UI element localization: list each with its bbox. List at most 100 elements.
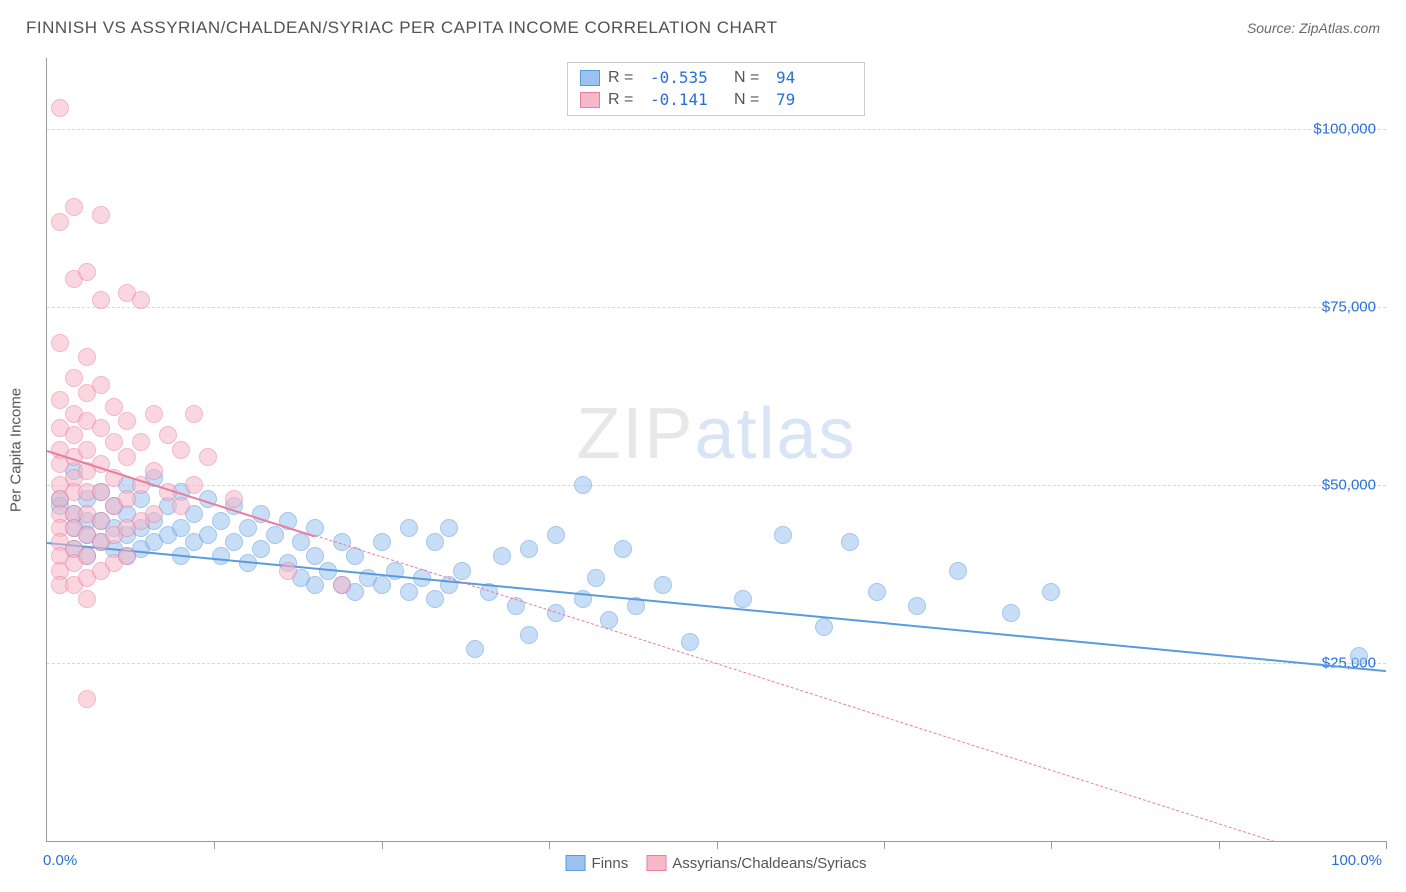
data-point-finns [774, 526, 792, 544]
data-point-finns [587, 569, 605, 587]
series-legend: Finns Assyrians/Chaldeans/Syriacs [566, 855, 867, 872]
data-point-acs [118, 490, 136, 508]
data-point-acs [51, 99, 69, 117]
x-label-right: 100.0% [1331, 852, 1382, 869]
data-point-acs [132, 291, 150, 309]
data-point-acs [159, 426, 177, 444]
data-point-acs [145, 462, 163, 480]
gridline-h [47, 485, 1386, 486]
legend-swatch [580, 92, 600, 108]
data-point-acs [132, 433, 150, 451]
data-point-acs [118, 448, 136, 466]
x-tick [717, 841, 718, 849]
data-point-finns [614, 540, 632, 558]
data-point-finns [266, 526, 284, 544]
x-tick [1051, 841, 1052, 849]
data-point-acs [145, 505, 163, 523]
data-point-finns [1350, 647, 1368, 665]
data-point-acs [185, 476, 203, 494]
data-point-finns [949, 562, 967, 580]
data-point-acs [92, 376, 110, 394]
data-point-finns [199, 526, 217, 544]
data-point-acs [78, 348, 96, 366]
legend-swatch [646, 855, 666, 871]
data-point-acs [78, 590, 96, 608]
x-tick [1219, 841, 1220, 849]
data-point-acs [65, 198, 83, 216]
data-point-acs [78, 263, 96, 281]
data-point-finns [373, 576, 391, 594]
data-point-finns [520, 626, 538, 644]
data-point-finns [1042, 583, 1060, 601]
data-point-finns [306, 547, 324, 565]
legend-n-label: N = [734, 89, 768, 111]
gridline-h [47, 129, 1386, 130]
correlation-legend: R =-0.535N =94R =-0.141N =79 [567, 62, 865, 116]
data-point-finns [1002, 604, 1020, 622]
data-point-finns [426, 533, 444, 551]
data-point-acs [51, 391, 69, 409]
data-point-finns [400, 583, 418, 601]
corr-legend-row-finns: R =-0.535N =94 [580, 67, 852, 89]
source-prefix: Source: [1247, 20, 1299, 36]
x-tick [382, 841, 383, 849]
legend-item-finns: Finns [566, 855, 629, 872]
data-point-finns [292, 533, 310, 551]
data-point-acs [118, 547, 136, 565]
plot-area: ZIPatlas $25,000$50,000$75,000$100,0000.… [46, 58, 1386, 842]
data-point-finns [574, 476, 592, 494]
legend-series-name: Finns [592, 855, 629, 872]
legend-n-value: 79 [776, 89, 852, 111]
data-point-acs [145, 405, 163, 423]
x-label-left: 0.0% [43, 852, 77, 869]
data-point-acs [92, 291, 110, 309]
watermark: ZIPatlas [576, 393, 856, 475]
data-point-finns [453, 562, 471, 580]
data-point-finns [426, 590, 444, 608]
data-point-finns [841, 533, 859, 551]
y-axis-label: Per Capita Income [8, 388, 25, 512]
legend-r-label: R = [608, 89, 642, 111]
data-point-acs [92, 512, 110, 530]
trend-line [315, 535, 1275, 842]
legend-item-acs: Assyrians/Chaldeans/Syriacs [646, 855, 866, 872]
data-point-finns [400, 519, 418, 537]
data-point-acs [172, 497, 190, 515]
legend-r-value: -0.141 [650, 89, 726, 111]
watermark-part2: atlas [694, 394, 856, 474]
data-point-finns [212, 512, 230, 530]
data-point-acs [118, 412, 136, 430]
data-point-finns [908, 597, 926, 615]
trend-line [47, 542, 1386, 672]
data-point-finns [212, 547, 230, 565]
data-point-acs [105, 398, 123, 416]
data-point-finns [252, 540, 270, 558]
legend-r-value: -0.535 [650, 67, 726, 89]
legend-r-label: R = [608, 67, 642, 89]
x-tick [884, 841, 885, 849]
data-point-finns [868, 583, 886, 601]
data-point-acs [92, 419, 110, 437]
chart-title: FINNISH VS ASSYRIAN/CHALDEAN/SYRIAC PER … [26, 18, 778, 38]
data-point-finns [734, 590, 752, 608]
data-point-finns [172, 519, 190, 537]
data-point-acs [92, 206, 110, 224]
legend-n-label: N = [734, 67, 768, 89]
data-point-finns [239, 519, 257, 537]
y-tick-label: $100,000 [1313, 121, 1376, 138]
data-point-finns [654, 576, 672, 594]
data-point-finns [440, 519, 458, 537]
data-point-acs [225, 490, 243, 508]
data-point-acs [65, 369, 83, 387]
chart-header: FINNISH VS ASSYRIAN/CHALDEAN/SYRIAC PER … [0, 0, 1406, 48]
data-point-acs [333, 576, 351, 594]
watermark-part1: ZIP [576, 394, 694, 474]
data-point-finns [547, 526, 565, 544]
data-point-acs [51, 334, 69, 352]
y-tick-label: $75,000 [1322, 299, 1376, 316]
source-attribution: Source: ZipAtlas.com [1247, 20, 1380, 36]
corr-legend-row-acs: R = -0.141 N = 79 [580, 89, 852, 111]
data-point-acs [78, 690, 96, 708]
data-point-acs [92, 483, 110, 501]
data-point-finns [681, 633, 699, 651]
